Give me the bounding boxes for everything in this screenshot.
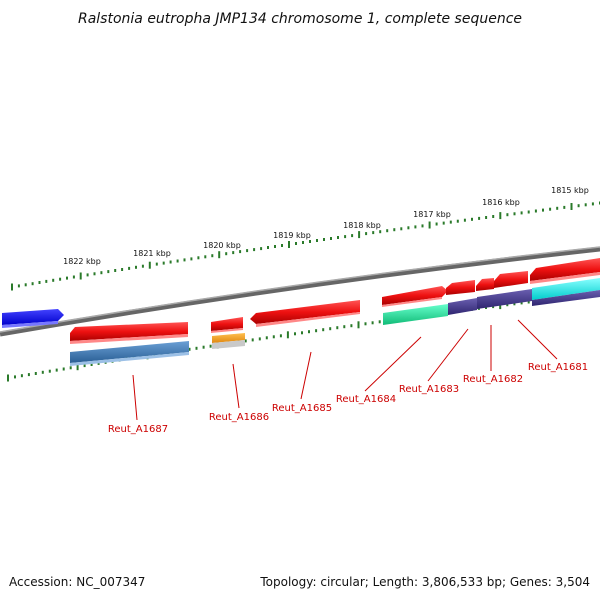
gene-block-1684[interactable] xyxy=(382,286,448,305)
leader-line-1681 xyxy=(517,319,558,360)
cds-block-1687[interactable] xyxy=(70,341,189,363)
kbp-label-1822: 1822 kbp xyxy=(63,257,101,266)
gene-label-1682[interactable]: Reut_A1682 xyxy=(463,374,523,385)
gene-label-1686[interactable]: Reut_A1686 xyxy=(209,412,269,423)
upper-tick-track xyxy=(11,201,600,291)
kbp-label-1820: 1820 kbp xyxy=(203,241,241,250)
gene-block-1682b[interactable] xyxy=(494,271,528,288)
gene-block-1684-shadow xyxy=(382,297,442,307)
cds-block-1682[interactable] xyxy=(477,289,532,309)
forward-genes xyxy=(70,258,600,344)
chromosome-backbone xyxy=(0,246,600,337)
gene-block-1682[interactable] xyxy=(476,278,494,291)
gene-block-1686-shadow xyxy=(211,328,243,333)
gene-block-1683[interactable] xyxy=(446,280,475,295)
map-title: Ralstonia eutropha JMP134 chromosome 1, … xyxy=(78,11,522,27)
cds-block-1686-shadow xyxy=(212,340,245,349)
leader-line-1685 xyxy=(300,351,312,400)
gene-block-blue-left-shadow xyxy=(2,321,58,328)
chromosome-backbone-highlight xyxy=(0,246,600,333)
gene-block-1685-shadow xyxy=(256,312,360,327)
leader-line-1686 xyxy=(232,363,240,409)
leader-line-1687 xyxy=(132,374,138,421)
gene-block-1681-shadow xyxy=(530,272,600,284)
cds-block-1684[interactable] xyxy=(383,304,448,325)
gene-label-1683[interactable]: Reut_A1683 xyxy=(399,384,459,395)
gene-block-1685[interactable] xyxy=(250,300,360,324)
gene-block-1686[interactable] xyxy=(211,317,243,331)
gene-block-1681[interactable] xyxy=(530,258,600,281)
gene-label-1681[interactable]: Reut_A1681 xyxy=(528,362,588,373)
gene-block-1687[interactable] xyxy=(70,322,188,341)
leader-line-1683 xyxy=(427,328,469,382)
topology-text: Topology: circular; Length: 3,806,533 bp… xyxy=(259,575,590,589)
cds-block-1683[interactable] xyxy=(448,298,477,315)
kbp-label-1818: 1818 kbp xyxy=(343,221,381,230)
cds-block-1681b[interactable] xyxy=(532,290,600,306)
kbp-label-1815: 1815 kbp xyxy=(551,186,589,195)
accession-text: Accession: NC_007347 xyxy=(9,575,145,589)
gene-label-1685[interactable]: Reut_A1685 xyxy=(272,403,332,414)
gene-block-1687-shadow xyxy=(70,334,188,344)
cds-block-1681[interactable] xyxy=(532,278,600,300)
kbp-label-1821: 1821 kbp xyxy=(133,249,171,258)
cds-block-1687-shadow xyxy=(70,352,189,366)
kbp-label-1817: 1817 kbp xyxy=(413,210,451,219)
kbp-label-1816: 1816 kbp xyxy=(482,198,520,207)
gene-block-blue-left[interactable] xyxy=(2,309,64,325)
cds-block-1686[interactable] xyxy=(212,333,245,343)
label-leader-lines xyxy=(132,319,558,421)
cds-track xyxy=(70,278,600,366)
kbp-label-1819: 1819 kbp xyxy=(273,231,311,240)
leader-line-1684 xyxy=(364,336,422,392)
gene-label-1687[interactable]: Reut_A1687 xyxy=(108,424,168,435)
gene-label-1684[interactable]: Reut_A1684 xyxy=(336,394,396,405)
